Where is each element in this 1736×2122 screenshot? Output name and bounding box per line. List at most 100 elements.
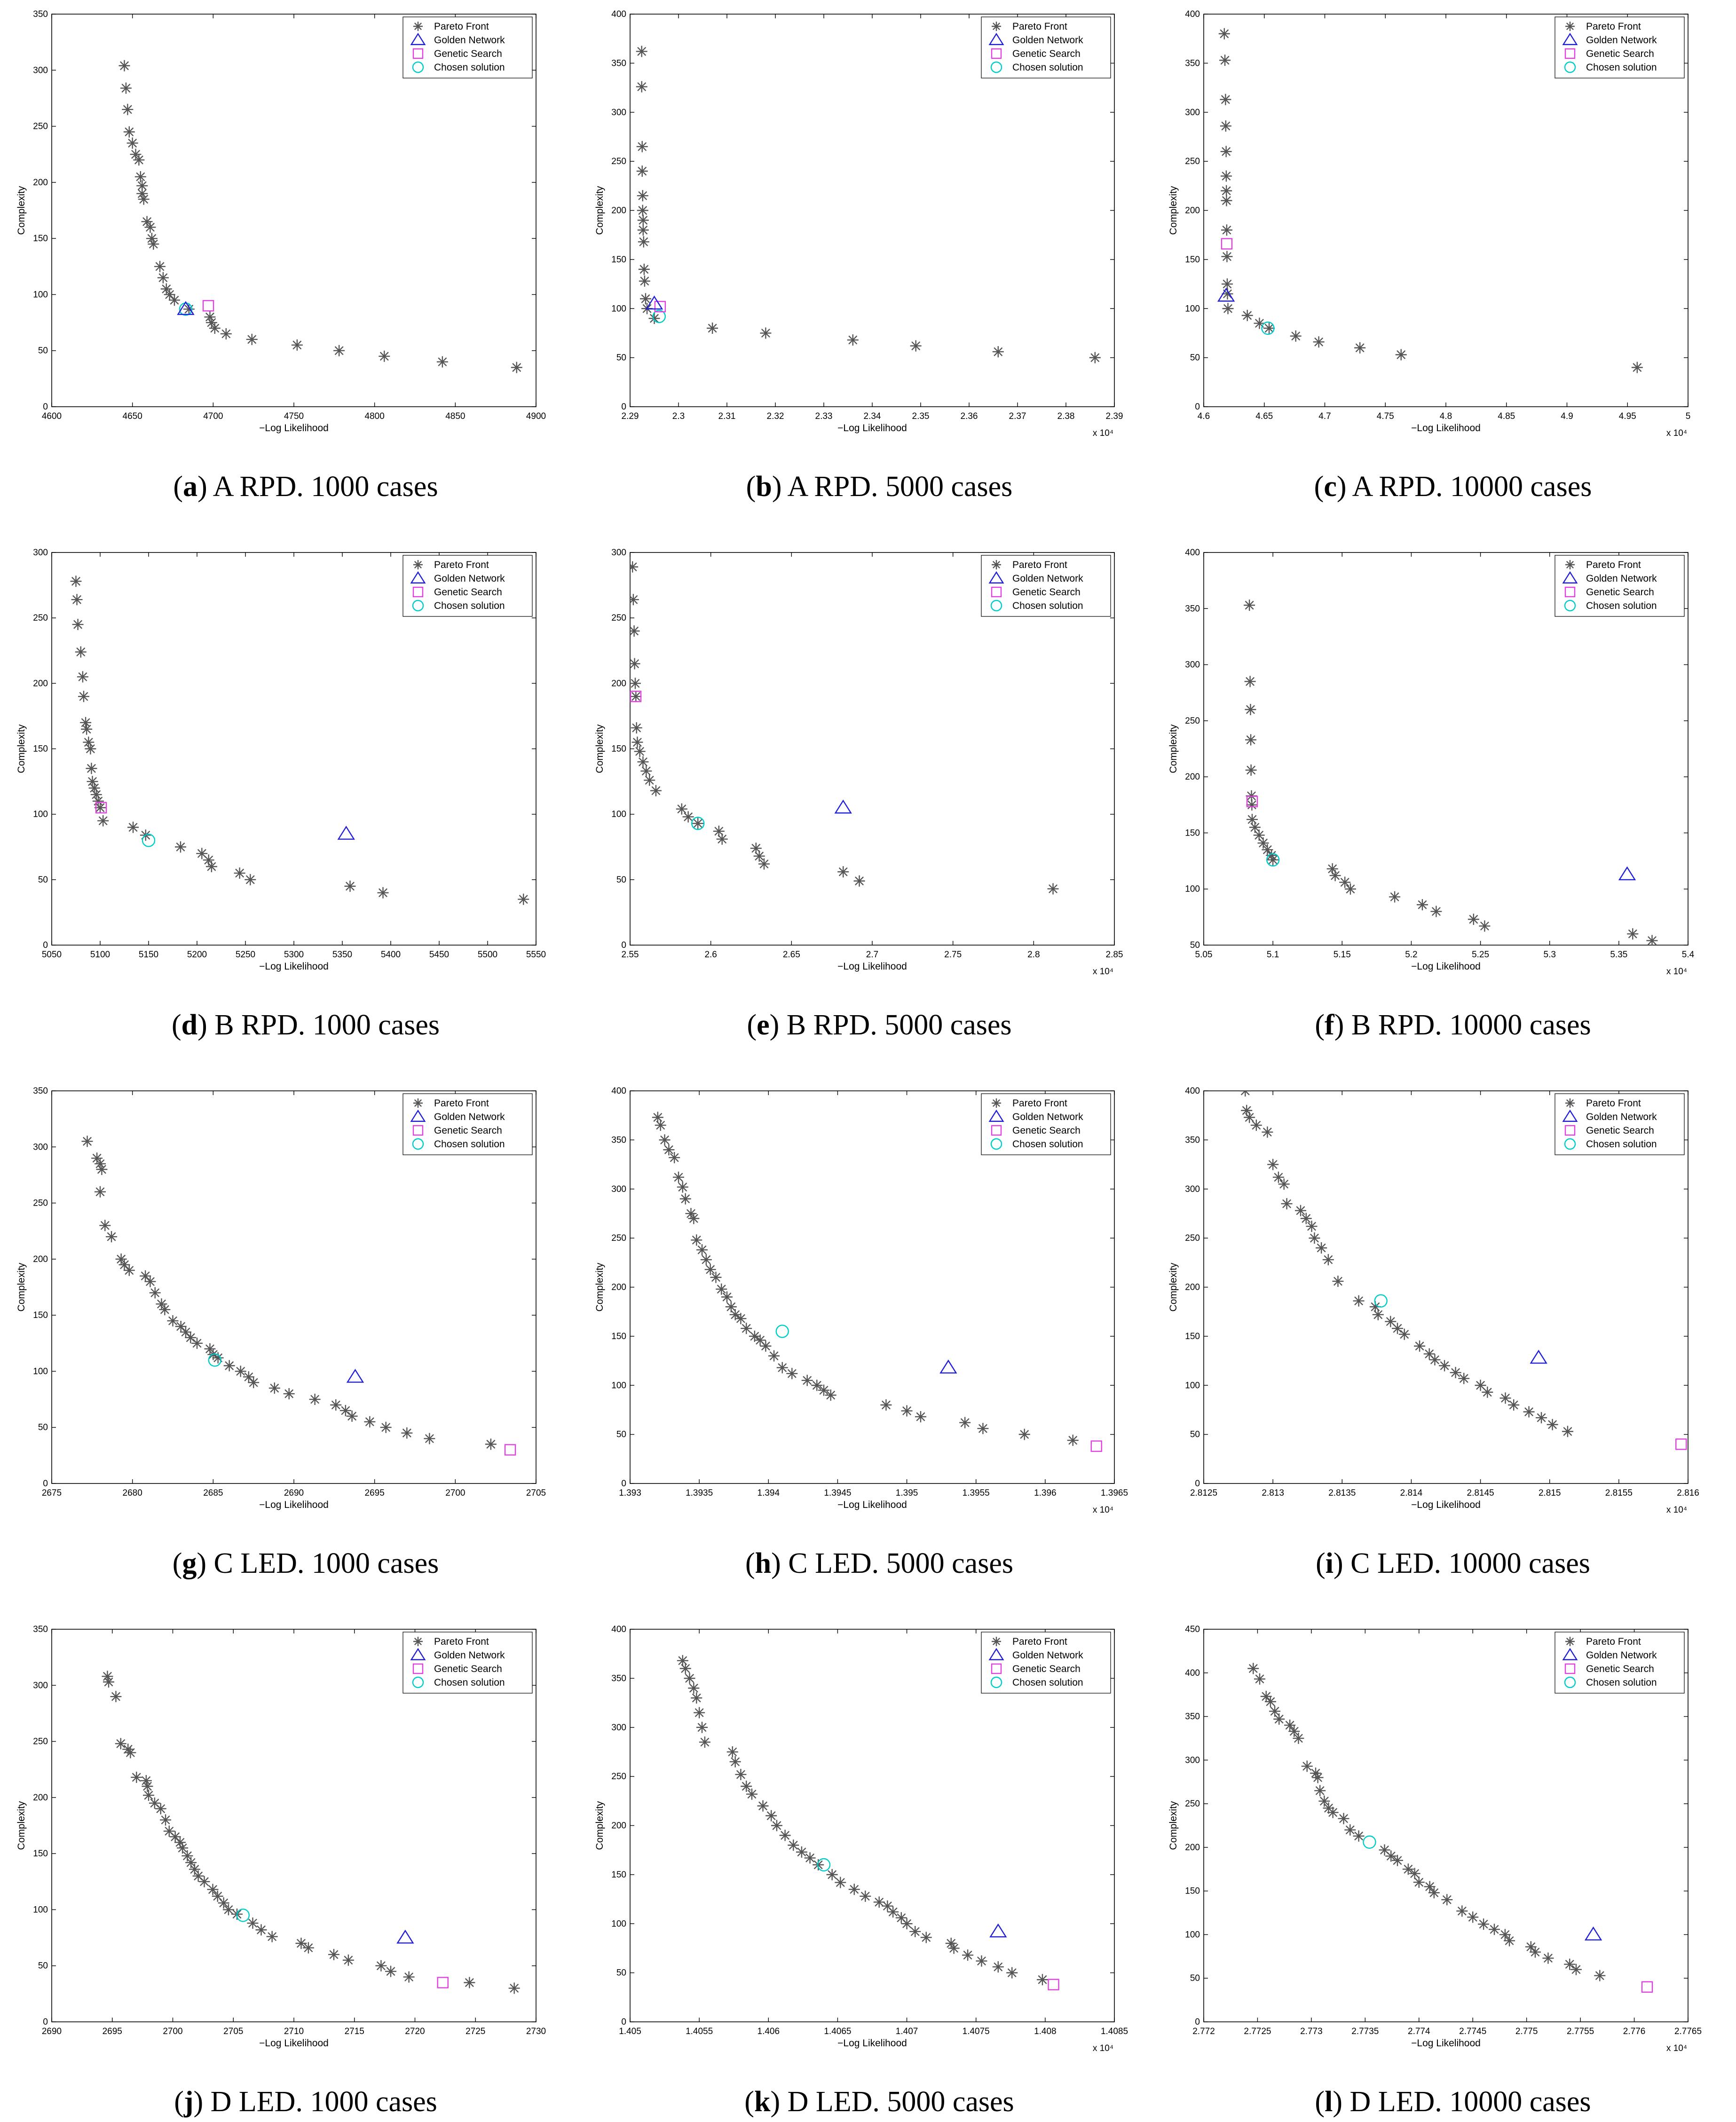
x-tick-label: 1.406 xyxy=(758,2027,780,2036)
pareto-point xyxy=(716,1283,727,1295)
pareto-point xyxy=(1018,1428,1030,1440)
pareto-point xyxy=(218,1897,229,1909)
legend-pareto-label: Pareto Front xyxy=(434,21,489,32)
x-tick-label: 5400 xyxy=(381,950,401,960)
y-tick-label: 250 xyxy=(611,613,626,623)
chosen-solution-point xyxy=(1374,1294,1388,1308)
x-tick-label: 2720 xyxy=(405,2027,425,2036)
pareto-point xyxy=(948,1942,960,1954)
legend-golden-marker xyxy=(410,1648,426,1660)
chart-panel-e: 2.55 2.6 2.65 2.7 2.75 2.8 2.85 0 50 100 150 200 250… xyxy=(594,548,1123,1041)
pareto-point xyxy=(1429,1354,1441,1365)
pareto-point xyxy=(676,803,687,815)
y-tick-label: 400 xyxy=(611,1086,626,1096)
pareto-point xyxy=(70,576,82,587)
pareto-point xyxy=(873,1896,885,1908)
pareto-point xyxy=(333,345,345,356)
golden-network-point xyxy=(1217,287,1235,302)
x-tick-label: 2.7765 xyxy=(1674,2027,1702,2036)
legend-genetic-label: Genetic Search xyxy=(1586,48,1654,59)
pareto-point xyxy=(860,1890,871,1902)
caption-label: ( xyxy=(174,2086,184,2118)
pareto-point xyxy=(692,818,704,829)
pareto-point xyxy=(134,171,146,182)
pareto-point xyxy=(779,1830,791,1841)
x-tick-label: 2.34 xyxy=(864,411,881,421)
x-tick-label: 1.3945 xyxy=(824,1488,851,1498)
chart-panel-d: 5050 5100 5150 5200 5250 5300 5350 5400 5450 5500… xyxy=(16,548,546,1041)
y-tick-label: 150 xyxy=(611,1332,626,1341)
pareto-point xyxy=(880,1399,892,1411)
y-tick-label: 300 xyxy=(1185,660,1200,670)
data-marks xyxy=(652,1112,1102,1452)
genetic-search-point xyxy=(654,300,666,313)
pareto-point xyxy=(652,1112,663,1123)
pareto-point xyxy=(915,1411,926,1423)
caption-letter: l xyxy=(1325,2086,1333,2118)
pareto-point xyxy=(630,658,640,670)
y-tick-label: 200 xyxy=(33,1793,48,1803)
pareto-point xyxy=(835,1877,846,1888)
caption-label: ( xyxy=(747,1009,757,1041)
legend-golden-label: Golden Network xyxy=(1586,1112,1657,1122)
pareto-point xyxy=(81,723,93,735)
pareto-point xyxy=(1627,928,1639,940)
golden-network-point xyxy=(834,799,852,814)
pareto-point xyxy=(1456,1905,1468,1917)
y-tick-label: 250 xyxy=(1185,716,1200,726)
pareto-point xyxy=(85,743,96,755)
y-tick-label: 0 xyxy=(43,940,48,950)
legend-genetic-marker xyxy=(412,586,424,598)
legend-genetic-marker xyxy=(412,48,424,59)
y-tick-label: 50 xyxy=(38,1423,48,1433)
data-marks xyxy=(677,1655,1059,1990)
legend-chosen-marker xyxy=(412,600,424,612)
y-axis-label: Complexity xyxy=(1168,724,1179,773)
pareto-point xyxy=(1221,251,1233,262)
caption-label: ) B RPD. 5000 cases xyxy=(770,1009,1012,1041)
x-tick-label: 4800 xyxy=(365,411,385,421)
pareto-point xyxy=(1249,821,1261,833)
caption-b: (b) A RPD. 5000 cases xyxy=(746,471,1013,503)
pareto-point xyxy=(1416,899,1428,911)
pareto-point xyxy=(760,1340,772,1352)
pareto-point xyxy=(1385,1850,1397,1862)
pareto-point xyxy=(1222,303,1234,315)
x-tick-label: 2.65 xyxy=(783,950,800,960)
legend-chosen-marker xyxy=(1564,61,1576,73)
legend-pareto-marker xyxy=(992,22,1001,31)
caption-d: (d) B RPD. 1000 cases xyxy=(172,1009,440,1041)
pareto-point xyxy=(149,1287,161,1299)
x-tick-label: 1.4075 xyxy=(963,2027,990,2036)
x-tick-label: 1.4055 xyxy=(686,2027,713,2036)
legend-genetic-label: Genetic Search xyxy=(1586,587,1654,598)
x-tick-label: 1.396 xyxy=(1034,1488,1057,1498)
pareto-point xyxy=(1220,120,1231,132)
pareto-point xyxy=(673,1171,684,1183)
x-tick-label: 4750 xyxy=(284,411,304,421)
pareto-point xyxy=(220,328,232,339)
pareto-point xyxy=(1536,1412,1547,1424)
y-tick-label: 0 xyxy=(1195,402,1200,412)
legend-golden-label: Golden Network xyxy=(1012,35,1083,46)
x-tick-label: 2.772 xyxy=(1192,2027,1215,2036)
y-axis-label: Complexity xyxy=(16,1262,27,1311)
legend-pareto-marker xyxy=(1565,1098,1575,1108)
pareto-point xyxy=(177,1842,189,1854)
pareto-point xyxy=(99,1220,111,1231)
legend-golden-label: Golden Network xyxy=(1012,1112,1083,1122)
pareto-point xyxy=(142,1781,153,1792)
pareto-point xyxy=(679,1193,691,1205)
y-tick-label: 50 xyxy=(38,1961,48,1971)
plot-area xyxy=(1203,552,1689,946)
y-tick-label: 100 xyxy=(33,810,48,820)
pareto-point xyxy=(637,214,649,226)
pareto-point xyxy=(1441,1894,1453,1906)
pareto-point xyxy=(1482,1386,1493,1398)
pareto-point xyxy=(788,1839,799,1851)
pareto-point xyxy=(106,1231,118,1243)
pareto-point xyxy=(639,293,651,305)
pareto-point xyxy=(1316,1242,1327,1254)
pareto-point xyxy=(691,1692,702,1704)
pareto-point xyxy=(1306,1221,1318,1232)
